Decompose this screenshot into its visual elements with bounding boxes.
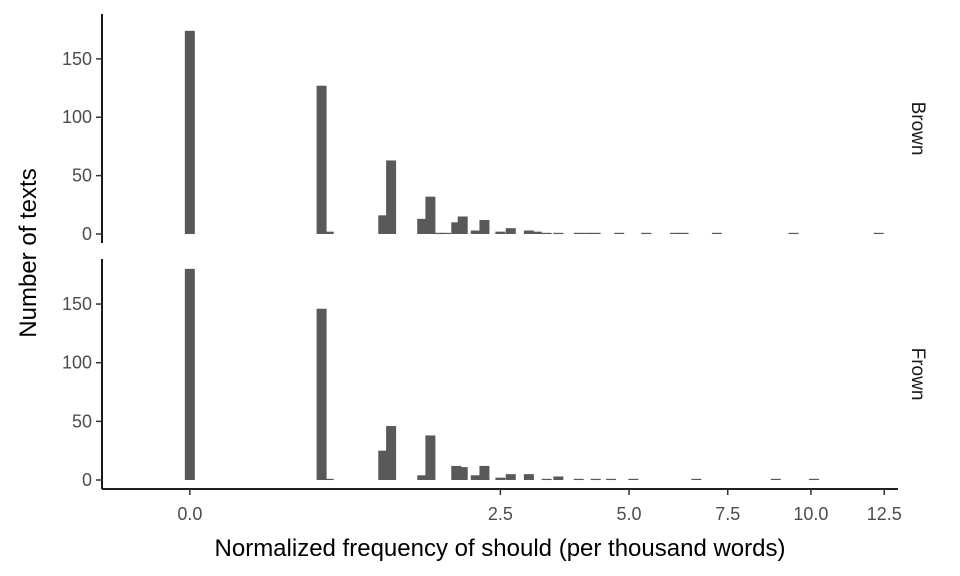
histogram-bar — [582, 232, 593, 235]
histogram-bar — [606, 478, 617, 481]
y-tick-label: 100 — [62, 107, 92, 127]
histogram-bar — [691, 478, 702, 481]
y-tick-label: 50 — [72, 411, 92, 431]
histogram-bar — [641, 232, 652, 235]
histogram-bar — [470, 475, 481, 480]
histogram-bar — [386, 160, 397, 234]
histogram-bar — [386, 426, 397, 480]
histogram-bar — [425, 435, 436, 480]
histogram-bar — [495, 231, 506, 234]
histogram-bar — [770, 478, 781, 481]
histogram-bar — [457, 467, 468, 480]
histogram-bar — [184, 268, 195, 480]
histogram-bar — [184, 30, 195, 235]
x-tick-label: 7.5 — [715, 504, 740, 524]
x-axis-title: Normalized frequency of should (per thou… — [215, 535, 786, 562]
x-tick-label: 5.0 — [617, 504, 642, 524]
histogram-bar — [541, 232, 552, 235]
histogram-bar — [505, 228, 516, 234]
histogram-bar — [788, 232, 799, 235]
facet-strip-label: Frown — [907, 348, 928, 401]
histogram-bar — [495, 477, 506, 480]
histogram-bar — [809, 478, 820, 481]
y-tick-label: 150 — [62, 49, 92, 69]
histogram-bar — [451, 222, 462, 234]
y-tick-label: 100 — [62, 353, 92, 373]
x-tick-label: 12.5 — [867, 504, 902, 524]
histogram-bar — [323, 478, 334, 481]
histogram-bar — [316, 308, 327, 480]
histogram-bar — [614, 232, 625, 235]
histogram-bar — [628, 478, 639, 481]
facet-panels: 0 50 100 150 Brown 0 50 100 150 Frown — [62, 14, 928, 490]
histogram-bar — [417, 218, 428, 234]
histogram-bar — [678, 232, 689, 235]
histogram-bar — [316, 85, 327, 234]
histogram-bar — [457, 216, 468, 234]
histogram-bar — [590, 478, 601, 481]
histogram-bar — [873, 232, 884, 235]
y-tick-label: 0 — [82, 224, 92, 244]
histogram-bar — [669, 232, 680, 235]
histogram-bar — [711, 232, 722, 235]
histogram-bar — [378, 450, 389, 480]
histogram-bar — [531, 231, 542, 234]
histogram-bar — [573, 478, 584, 481]
histogram-bar — [378, 215, 389, 234]
histogram-bar — [479, 465, 490, 480]
facet-panel-brown: 0 50 100 150 Brown — [62, 14, 928, 244]
facet-panel-frown: 0 50 100 150 Frown — [62, 259, 928, 490]
histogram-bar — [523, 474, 534, 480]
histogram-bar — [553, 232, 564, 235]
histogram-bar — [451, 465, 462, 480]
histogram-bar — [573, 232, 584, 235]
histogram-bar — [323, 231, 334, 234]
y-tick-label: 0 — [82, 470, 92, 490]
y-tick-label: 50 — [72, 166, 92, 186]
x-tick-label: 10.0 — [793, 504, 828, 524]
histogram-bar — [470, 230, 481, 234]
x-tick-label: 2.5 — [488, 504, 513, 524]
y-axis-title: Number of texts — [15, 168, 42, 337]
histogram-bar — [417, 475, 428, 480]
histogram-bar — [590, 232, 601, 235]
histogram-bar — [425, 196, 436, 234]
histogram-bar — [553, 476, 564, 480]
histogram-bar — [440, 232, 451, 235]
y-tick-label: 150 — [62, 294, 92, 314]
histogram-bar — [523, 230, 534, 234]
histogram-bar — [433, 232, 444, 235]
histogram-bar — [505, 474, 516, 480]
facet-strip-label: Brown — [907, 102, 928, 156]
x-axis: 0.0 2.5 5.0 7.5 10.0 12.5 — [102, 488, 902, 524]
x-tick-label: 0.0 — [177, 504, 202, 524]
histogram-bar — [541, 478, 552, 481]
histogram-bar — [479, 219, 490, 234]
